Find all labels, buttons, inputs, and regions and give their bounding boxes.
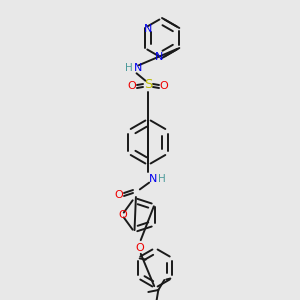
Text: N: N bbox=[155, 52, 163, 62]
Text: O: O bbox=[118, 210, 127, 220]
Text: H: H bbox=[125, 63, 133, 73]
Text: N: N bbox=[143, 24, 152, 34]
Text: O: O bbox=[115, 190, 123, 200]
Text: O: O bbox=[128, 81, 136, 91]
Text: N: N bbox=[134, 63, 142, 73]
Text: O: O bbox=[136, 243, 144, 253]
Text: N: N bbox=[149, 174, 157, 184]
Text: H: H bbox=[158, 174, 166, 184]
Text: O: O bbox=[160, 81, 168, 91]
Text: S: S bbox=[144, 79, 152, 92]
